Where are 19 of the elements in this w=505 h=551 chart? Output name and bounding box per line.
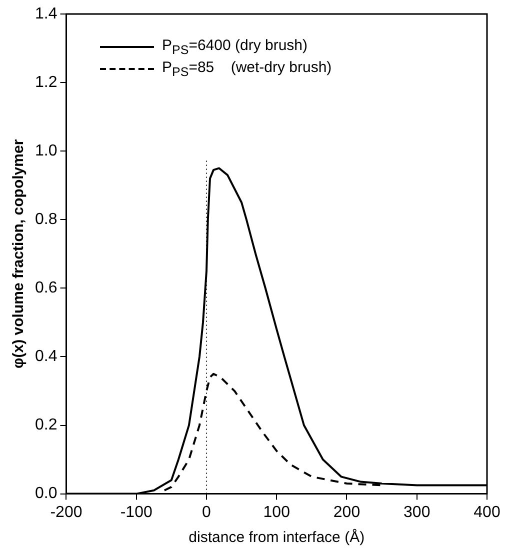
y-tick-label: 0.6	[34, 280, 58, 297]
x-tick-label: 100	[263, 504, 290, 521]
y-tick-label: 0.4	[34, 348, 58, 366]
y-tick-label: 0.2	[34, 416, 58, 434]
x-tick-label: 300	[404, 504, 430, 521]
y-tick-label: 1.4	[34, 5, 58, 22]
y-tick-label: 1.2	[34, 74, 58, 91]
x-tick-label: -100	[120, 504, 152, 521]
y-axis-title: φ(x) volume fraction, copolymer	[10, 139, 28, 368]
x-tick-label: 200	[333, 504, 360, 521]
x-tick-label: -200	[50, 504, 82, 521]
y-tick-label: 1.0	[34, 142, 58, 160]
x-tick-label: 0	[202, 504, 212, 521]
y-tick-label: 0.8	[34, 211, 58, 228]
x-tick-label: 400	[474, 504, 500, 521]
y-tick-label: 0.0	[34, 485, 58, 502]
legend-label: P$_{PS}$=6400 (dry brush)	[162, 37, 308, 57]
legend-label: P$_{PS}$=85 (wet-dry brush)	[162, 59, 332, 79]
x-axis-title: distance from interface (Å)	[188, 528, 365, 546]
